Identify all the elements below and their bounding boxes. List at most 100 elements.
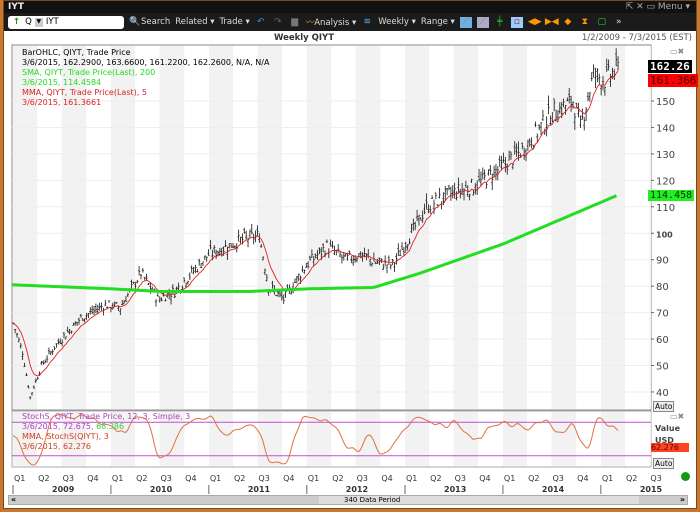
window-title: IYT [8,2,25,12]
quarter-tick-label: Q2 [332,474,343,483]
price-auto-button[interactable]: Auto [653,401,675,412]
mma-line [13,70,619,377]
year-label: 2011 [248,485,271,494]
y-tick-label: 40 [656,388,669,399]
y-tick-label: 50 [656,362,669,373]
more-icon[interactable]: » [616,16,622,27]
y-tick-label: 120 [656,176,675,187]
related-label: Related [175,17,208,27]
symbol-prefix[interactable]: Q [25,17,32,27]
quarter-band [110,46,136,409]
pane-close-icon[interactable]: ▭✖ [670,47,685,56]
y-tick-label: 150 [656,97,675,108]
stoch-line [12,413,619,466]
quarter-tick-label: Q4 [87,474,98,483]
stoch-legend-values: 3/6/2015, 72.675, [22,422,97,431]
year-label: 2013 [444,485,466,494]
quarter-tick-label: Q3 [650,474,661,483]
data-period-label: 340 Data Period [344,496,401,504]
toolbar: ↑ Q ▼ IYT 🔍Search Related ▾ Trade ▾ ↶ ↷ ▆ 〰… [4,13,696,31]
title-bar: IYT ⇱ ✕ ▭ Menu ▾ [4,1,696,13]
quarter-tick-label: Q4 [479,474,490,483]
value-label: Value [655,424,681,433]
usd-label: USD [655,436,674,445]
quarter-band [405,46,430,409]
quarter-band [61,46,87,409]
analysis-button[interactable]: 〰Analysis ▾ [305,18,357,28]
period-button[interactable]: Weekly ▾ [378,17,416,27]
status-dot-icon [681,472,690,481]
symbol-box: ↑ Q ▼ IYT [8,15,124,29]
stoch-auto-button[interactable]: Auto [653,458,675,469]
popout-icon[interactable]: ⇱ ✕ ▭ [625,2,658,12]
analysis-label: Analysis [314,18,350,28]
quarter-tick-label: Q1 [14,474,25,483]
quarter-band [13,46,38,409]
crosshair-icon[interactable]: ╪ [497,16,503,27]
year-label: 2010 [150,485,173,494]
studies-icon[interactable]: ≋ [363,16,371,27]
quarter-band [208,46,234,409]
year-label: 2012 [346,485,368,494]
y-tick-label: 60 [656,335,669,346]
quarter-tick-label: Q1 [112,474,123,483]
y-tick-label: 100 [656,230,673,239]
quarter-tick-label: Q2 [38,474,49,483]
bar-legend-title: BarOHLC, QIYT, Trade Price [22,48,131,57]
quarter-band [159,412,185,466]
quarter-band [502,46,528,409]
quarter-band [257,46,283,409]
redo-icon[interactable]: ↷ [273,16,282,27]
zoom-box-icon[interactable]: ▫ [510,16,523,28]
quarter-band [405,412,430,466]
undo-icon[interactable]: ↶ [256,16,265,27]
mma-legend-values: 3/6/2015, 161.3661 [22,98,102,107]
symbol-input[interactable]: IYT [45,17,59,27]
sma200-line [11,194,618,293]
compare-icon[interactable]: ⟋ [476,16,489,28]
stoch-badge: 62.276 [651,443,689,452]
bar-legend-values: 3/6/2015, 162.2900, 163.6600, 161.2200, … [22,58,270,67]
quarter-band [453,46,479,409]
expand-horizontal-icon[interactable]: ◀▶ [527,16,542,27]
scroll-thumb[interactable]: 340 Data Period [319,496,639,504]
quarter-band [600,412,626,466]
expand-vertical-icon[interactable]: ◆ [564,16,572,27]
quarter-tick-label: Q1 [602,474,613,483]
trade-button[interactable]: Trade ▾ [219,17,250,27]
time-scrollbar[interactable]: « 340 Data Period » [8,495,688,505]
quarter-tick-label: Q2 [234,474,245,483]
quarter-tick-label: Q2 [430,474,441,483]
year-label: 2009 [52,485,75,494]
quarter-tick-label: Q4 [185,474,196,483]
y-tick-label: 70 [656,309,669,320]
y-tick-label: 110 [656,203,675,214]
mma-badge: 161.366 [648,74,699,87]
chevron-down-icon[interactable]: ▼ [34,17,43,27]
related-button[interactable]: Related ▾ [175,17,215,27]
search-icon: 🔍 [129,16,141,27]
range-button[interactable]: Range ▾ [420,17,455,27]
quarter-band [649,412,651,466]
quarter-band [600,46,626,409]
scroll-start-button[interactable]: « [11,495,17,504]
stoch-mma-legend-title: MMA, StochS(QIYT), 3 [22,432,109,441]
compress-horizontal-icon[interactable]: ▶◀ [544,16,559,27]
quarter-band [61,412,87,466]
quarter-tick-label: Q2 [626,474,637,483]
scroll-end-button[interactable]: » [679,495,685,504]
line-chart-icon[interactable]: ⟋ [459,16,472,28]
stoch-pane-close-icon[interactable]: ▭✖ [670,412,685,421]
menu-button[interactable]: Menu [657,2,683,12]
stoch-d-value: 68.386 [96,422,125,431]
compress-vertical-icon[interactable]: ⧗ [581,16,588,27]
select-icon[interactable]: ▢ [597,16,607,27]
search-button[interactable]: 🔍Search [129,17,170,28]
folder-icon[interactable]: ▆ [291,16,299,27]
quarter-tick-label: Q4 [381,474,392,483]
quarter-tick-label: Q4 [577,474,588,483]
quarter-band [649,46,651,409]
sma-legend-title: SMA, QIYT, Trade Price(Last), 200 [22,68,156,77]
period-label: Weekly [378,17,409,27]
